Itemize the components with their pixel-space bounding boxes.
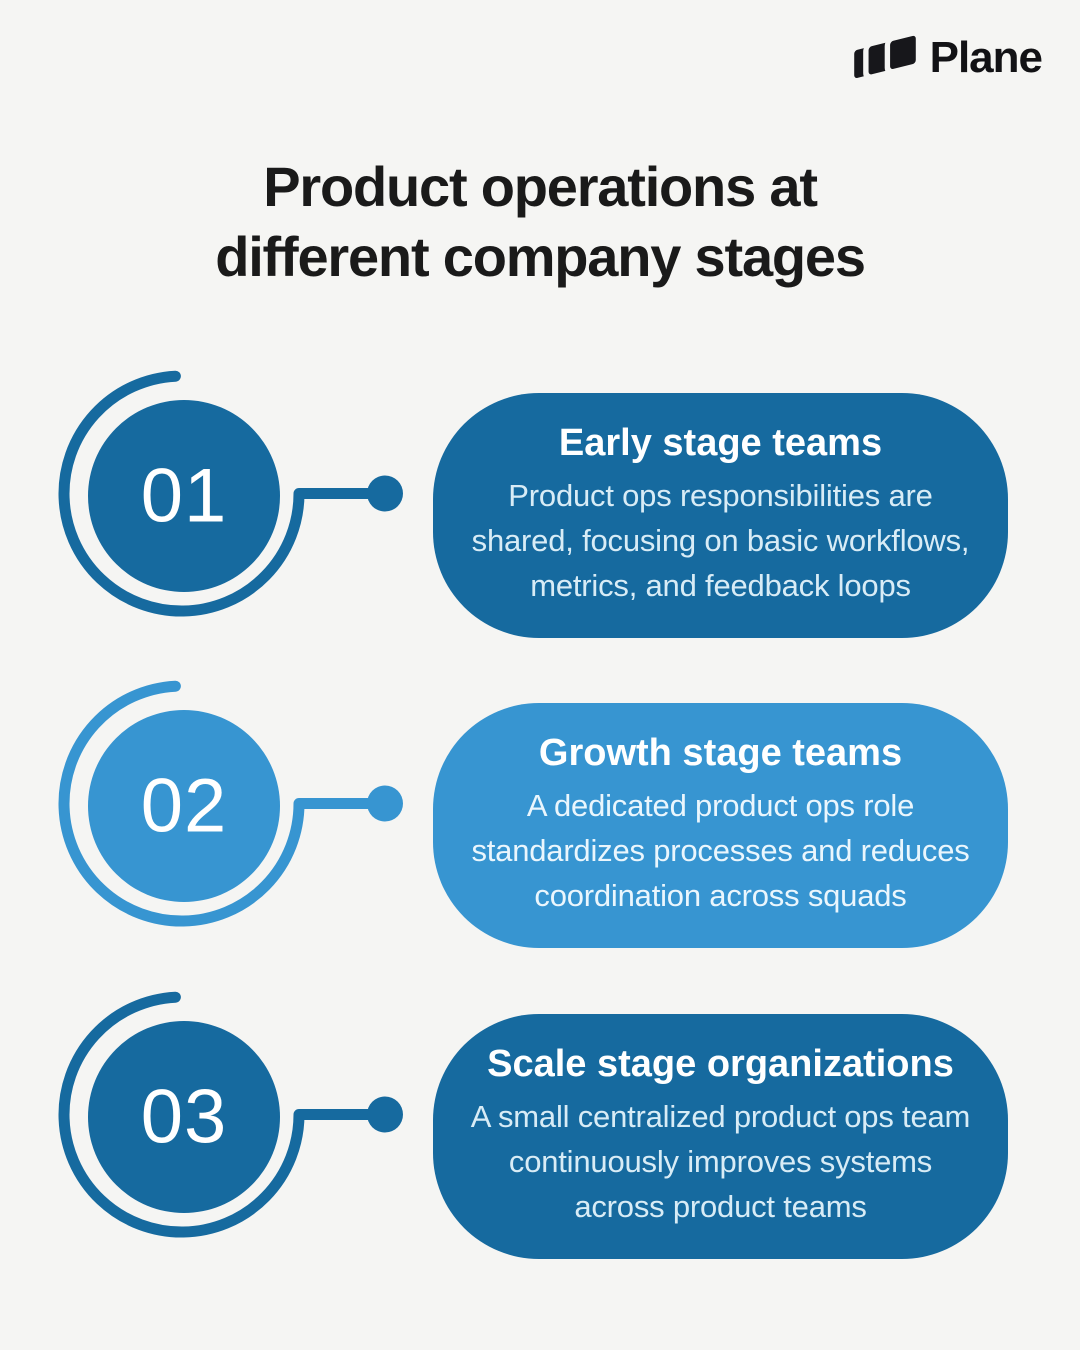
card-scale-stage: Scale stage organizations A small centra…: [433, 1014, 1008, 1259]
card-body-line: Product ops responsibilities are: [508, 477, 933, 513]
number-circle: [88, 400, 280, 592]
connector-dot: [367, 785, 403, 822]
stage-node-02: 02: [50, 674, 410, 938]
plane-logo-icon: [848, 30, 921, 84]
card-body-line: metrics, and feedback loops: [530, 567, 911, 603]
stage-node-01-graphic: 01: [58, 370, 403, 617]
stage-node-01: 01: [50, 364, 410, 628]
page-title: Product operations at different company …: [0, 152, 1080, 292]
page-title-line-2: different company stages: [215, 225, 866, 288]
stage-node-03-graphic: 03: [58, 991, 403, 1238]
card-body-line: A small centralized product ops team: [470, 1098, 971, 1134]
card-heading: Scale stage organizations: [487, 1042, 954, 1085]
card-body-line: A dedicated product ops role: [526, 787, 915, 823]
plane-logo-wordmark: Plane: [929, 32, 1043, 82]
number-label: 02: [141, 764, 228, 849]
number-circle: [88, 1021, 280, 1213]
card-body-line: coordination across squads: [534, 877, 907, 913]
stage-node-03: 03: [50, 985, 410, 1249]
number-label: 03: [141, 1075, 228, 1160]
plane-logo: Plane: [848, 30, 1043, 85]
card-heading: Early stage teams: [558, 421, 883, 464]
page-title-line-1: Product operations at: [263, 155, 818, 218]
node-arc-connector: [58, 370, 386, 617]
number-label: 01: [141, 454, 228, 539]
card-growth-stage: Growth stage teams A dedicated product o…: [433, 703, 1008, 948]
connector-dot: [367, 1096, 403, 1133]
card-body-line: continuously improves systems: [508, 1143, 933, 1179]
card-body-line: shared, focusing on basic workflows,: [471, 522, 970, 558]
card-body: Product ops responsibilities are shared,…: [472, 473, 970, 608]
number-circle: [88, 710, 280, 902]
card-body-line: across product teams: [574, 1188, 867, 1224]
card-body-line: standardizes processes and reduces: [471, 832, 970, 868]
card-early-stage: Early stage teams Product ops responsibi…: [433, 393, 1008, 638]
node-arc-connector: [58, 680, 386, 927]
connector-dot: [367, 475, 403, 512]
card-body: A dedicated product ops role standardize…: [471, 783, 969, 918]
card-heading: Growth stage teams: [538, 731, 903, 774]
node-arc-connector: [58, 991, 386, 1238]
card-body: A small centralized product ops team con…: [470, 1094, 971, 1229]
stage-node-02-graphic: 02: [58, 680, 403, 927]
